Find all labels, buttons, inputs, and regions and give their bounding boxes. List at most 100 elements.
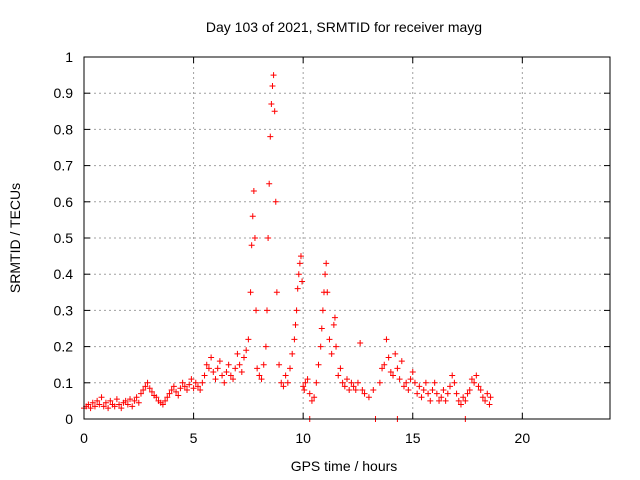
data-point xyxy=(248,242,255,249)
x-tick-label: 5 xyxy=(190,430,198,446)
data-point xyxy=(186,381,193,388)
data-point xyxy=(272,198,279,205)
data-point xyxy=(162,397,169,404)
data-point xyxy=(301,387,308,394)
data-point xyxy=(214,365,221,372)
data-point xyxy=(460,394,467,401)
data-point xyxy=(227,372,234,379)
data-point xyxy=(447,383,454,390)
data-point xyxy=(245,336,252,343)
data-point xyxy=(403,379,410,386)
data-point xyxy=(418,394,425,401)
data-point xyxy=(318,325,325,332)
data-point xyxy=(317,343,324,350)
data-point xyxy=(379,365,386,372)
data-point xyxy=(473,372,480,379)
data-point xyxy=(361,390,368,397)
y-axis-label: SRMTID / TECUs xyxy=(7,183,23,293)
data-point xyxy=(311,394,318,401)
data-point xyxy=(284,379,291,386)
data-point xyxy=(201,372,208,379)
data-point xyxy=(359,387,366,394)
data-point xyxy=(295,271,302,278)
grid-lines xyxy=(84,57,610,419)
data-point xyxy=(273,289,280,296)
data-point xyxy=(354,379,361,386)
data-point xyxy=(89,399,96,406)
data-point xyxy=(348,379,355,386)
data-point xyxy=(339,379,346,386)
data-point xyxy=(166,390,173,397)
data-point xyxy=(323,260,330,267)
data-point xyxy=(390,372,397,379)
data-point xyxy=(135,399,142,406)
data-point xyxy=(341,383,348,390)
data-point xyxy=(427,397,434,404)
data-point xyxy=(111,403,118,410)
data-point xyxy=(433,390,440,397)
data-point xyxy=(315,361,322,368)
data-point xyxy=(238,368,245,375)
data-point xyxy=(271,108,278,115)
data-point xyxy=(484,390,491,397)
data-point xyxy=(304,376,311,383)
data-point xyxy=(190,385,197,392)
y-tick-label: 0.2 xyxy=(54,339,74,355)
data-point xyxy=(324,289,331,296)
data-points xyxy=(81,72,494,422)
data-point xyxy=(270,72,277,79)
data-point xyxy=(398,358,405,365)
data-point xyxy=(223,368,230,375)
data-point xyxy=(394,365,401,372)
data-point xyxy=(296,260,303,267)
data-point xyxy=(299,278,306,285)
data-point xyxy=(436,397,443,404)
data-point xyxy=(407,376,414,383)
data-point xyxy=(264,307,271,314)
y-tick-label: 0.3 xyxy=(54,302,74,318)
data-point xyxy=(457,401,464,408)
data-point xyxy=(376,379,383,386)
data-point xyxy=(267,133,274,140)
data-point xyxy=(203,361,210,368)
data-point xyxy=(291,336,298,343)
data-point xyxy=(280,383,287,390)
data-point xyxy=(124,401,131,408)
y-tick-label: 0.9 xyxy=(54,85,74,101)
data-point xyxy=(475,383,482,390)
data-point xyxy=(140,387,147,394)
x-tick-label: 15 xyxy=(405,430,421,446)
data-point xyxy=(129,403,136,410)
data-point xyxy=(278,379,285,386)
data-point xyxy=(276,361,283,368)
data-point xyxy=(429,387,436,394)
data-point xyxy=(100,403,107,410)
data-point xyxy=(94,397,101,404)
data-point xyxy=(431,379,438,386)
y-tick-label: 0 xyxy=(65,411,73,427)
data-point xyxy=(425,390,432,397)
data-point xyxy=(297,253,304,260)
y-tick-label: 0.6 xyxy=(54,194,74,210)
data-point xyxy=(250,187,257,194)
data-point xyxy=(208,354,215,361)
data-point xyxy=(306,390,313,397)
data-point xyxy=(146,385,153,392)
data-point xyxy=(365,394,372,401)
data-point xyxy=(302,379,309,386)
data-point xyxy=(188,376,195,383)
data-point xyxy=(221,379,228,386)
data-point xyxy=(442,397,449,404)
data-point xyxy=(268,101,275,108)
data-point xyxy=(292,321,299,328)
data-point xyxy=(197,387,204,394)
data-point xyxy=(232,365,239,372)
data-point xyxy=(105,405,112,412)
data-point xyxy=(173,388,180,395)
data-point xyxy=(87,405,94,412)
data-point xyxy=(294,285,301,292)
data-point xyxy=(179,379,186,386)
data-point xyxy=(396,376,403,383)
